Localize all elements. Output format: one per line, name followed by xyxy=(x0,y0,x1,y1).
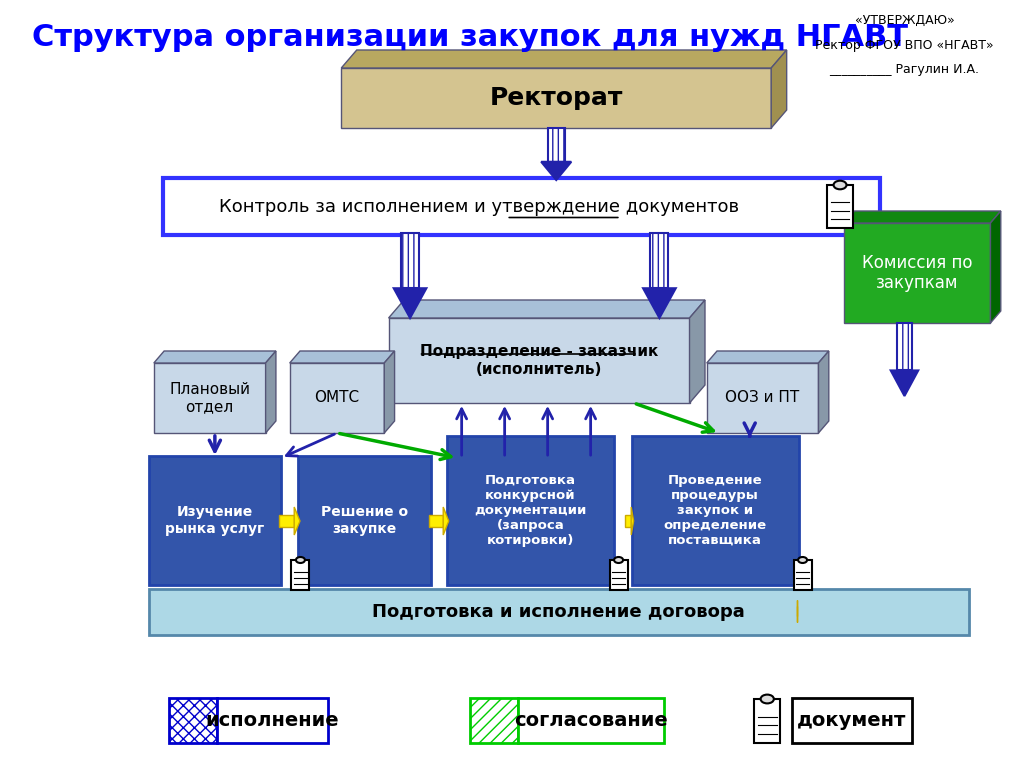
FancyBboxPatch shape xyxy=(609,560,628,590)
FancyBboxPatch shape xyxy=(827,185,853,228)
FancyBboxPatch shape xyxy=(650,233,669,288)
Polygon shape xyxy=(294,507,300,535)
Text: Изучение
рынка услуг: Изучение рынка услуг xyxy=(165,505,264,535)
Ellipse shape xyxy=(761,694,774,703)
Polygon shape xyxy=(154,351,275,363)
Ellipse shape xyxy=(614,557,623,563)
FancyBboxPatch shape xyxy=(341,68,771,128)
Text: Структура организации закупок для нужд НГАВТ: Структура организации закупок для нужд Н… xyxy=(32,24,908,52)
FancyBboxPatch shape xyxy=(470,698,517,743)
Text: ОМТС: ОМТС xyxy=(314,390,359,406)
Polygon shape xyxy=(891,370,919,396)
FancyBboxPatch shape xyxy=(794,560,812,590)
Polygon shape xyxy=(393,288,426,318)
Text: согласование: согласование xyxy=(514,711,668,730)
Bar xyxy=(625,515,631,528)
Ellipse shape xyxy=(834,180,847,189)
Bar xyxy=(429,515,443,528)
FancyBboxPatch shape xyxy=(707,363,818,433)
Text: исполнение: исполнение xyxy=(206,711,339,730)
Polygon shape xyxy=(631,507,634,535)
Text: ООЗ и ПТ: ООЗ и ПТ xyxy=(725,390,800,406)
FancyBboxPatch shape xyxy=(163,178,881,235)
Polygon shape xyxy=(290,351,394,363)
Polygon shape xyxy=(990,211,1000,323)
Polygon shape xyxy=(384,351,394,433)
Polygon shape xyxy=(341,50,786,68)
FancyBboxPatch shape xyxy=(154,363,265,433)
FancyBboxPatch shape xyxy=(632,436,799,585)
FancyBboxPatch shape xyxy=(169,698,217,743)
FancyBboxPatch shape xyxy=(754,699,780,743)
FancyBboxPatch shape xyxy=(292,560,309,590)
Polygon shape xyxy=(643,288,676,318)
FancyBboxPatch shape xyxy=(298,456,431,585)
Text: Ректор ФГОУ ВПО «НГАВТ»: Ректор ФГОУ ВПО «НГАВТ» xyxy=(815,39,993,52)
Polygon shape xyxy=(388,300,705,318)
FancyBboxPatch shape xyxy=(845,223,990,323)
Ellipse shape xyxy=(296,557,305,563)
Polygon shape xyxy=(689,300,705,403)
Bar xyxy=(280,515,294,528)
Ellipse shape xyxy=(798,557,807,563)
Text: Комиссия по
закупкам: Комиссия по закупкам xyxy=(862,253,973,293)
Polygon shape xyxy=(707,351,828,363)
Text: «УТВЕРЖДАЮ»: «УТВЕРЖДАЮ» xyxy=(855,14,954,27)
Text: Подразделение - заказчик
(исполнитель): Подразделение - заказчик (исполнитель) xyxy=(420,344,658,376)
FancyBboxPatch shape xyxy=(517,698,664,743)
FancyBboxPatch shape xyxy=(401,233,419,288)
FancyBboxPatch shape xyxy=(290,363,384,433)
Polygon shape xyxy=(265,351,275,433)
Text: __________ Рагулин И.А.: __________ Рагулин И.А. xyxy=(829,64,980,77)
Polygon shape xyxy=(771,50,786,128)
Text: Ректорат: Ректорат xyxy=(489,86,623,110)
Text: документ: документ xyxy=(798,711,906,730)
FancyBboxPatch shape xyxy=(148,456,281,585)
FancyBboxPatch shape xyxy=(388,318,689,403)
Polygon shape xyxy=(818,351,828,433)
Polygon shape xyxy=(845,211,1000,223)
Text: Контроль за исполнением и утверждение документов: Контроль за исполнением и утверждение до… xyxy=(219,197,739,216)
Polygon shape xyxy=(443,507,449,535)
FancyBboxPatch shape xyxy=(897,323,912,370)
Text: Подготовка и исполнение договора: Подготовка и исполнение договора xyxy=(373,603,745,621)
FancyBboxPatch shape xyxy=(148,589,969,635)
FancyBboxPatch shape xyxy=(217,698,329,743)
FancyBboxPatch shape xyxy=(447,436,613,585)
Text: Проведение
процедуры
закупок и
определение
поставщика: Проведение процедуры закупок и определен… xyxy=(664,474,767,547)
Polygon shape xyxy=(542,162,571,180)
Text: Подготовка
конкурсной
документации
(запроса
котировки): Подготовка конкурсной документации (запр… xyxy=(474,474,587,547)
FancyBboxPatch shape xyxy=(792,698,912,743)
FancyBboxPatch shape xyxy=(548,128,564,162)
Text: Плановый
отдел: Плановый отдел xyxy=(169,382,250,414)
Text: Решение о
закупке: Решение о закупке xyxy=(321,505,408,535)
